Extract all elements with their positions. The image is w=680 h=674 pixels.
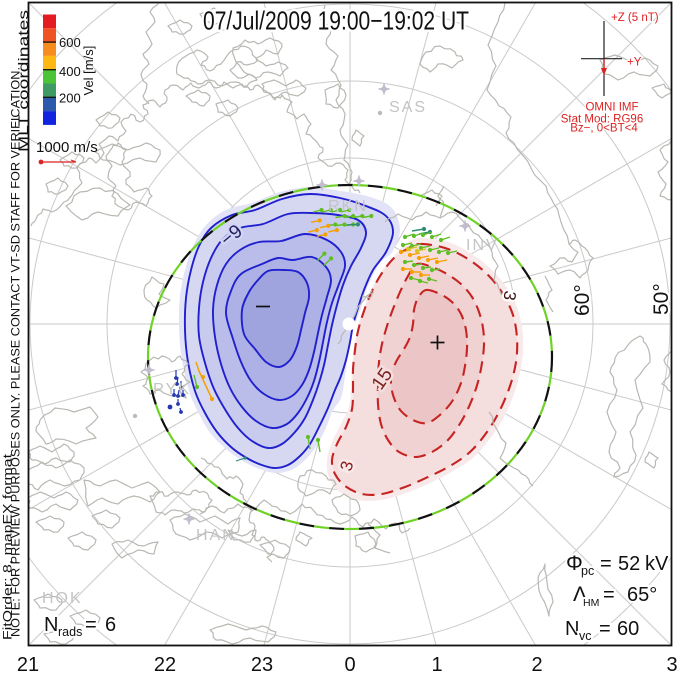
svg-text:=: = — [85, 614, 97, 636]
svg-text:MLT coordinates: MLT coordinates — [15, 10, 31, 152]
svg-text:600: 600 — [59, 35, 81, 50]
svg-text:65°: 65° — [627, 584, 657, 606]
svg-text:21: 21 — [17, 654, 39, 674]
svg-text:0: 0 — [344, 654, 355, 674]
svg-text:Vel [m/s]: Vel [m/s] — [81, 46, 96, 96]
svg-text:=: = — [603, 584, 615, 606]
svg-text:52: 52 — [618, 553, 640, 575]
svg-text:Φ: Φ — [566, 552, 583, 575]
svg-text:3: 3 — [666, 654, 677, 674]
svg-text:N: N — [565, 618, 579, 640]
svg-text:60°: 60° — [571, 284, 594, 316]
svg-text:60: 60 — [617, 618, 639, 640]
svg-text:+Y: +Y — [627, 57, 642, 69]
svg-text:OMNI IMF: OMNI IMF — [585, 102, 638, 114]
svg-text:Stat Mod: RG96: Stat Mod: RG96 — [561, 114, 643, 126]
svg-text:Λ: Λ — [573, 583, 587, 606]
svg-text:HOK: HOK — [42, 590, 83, 607]
svg-text:HM: HM — [583, 597, 599, 609]
svg-text:23: 23 — [251, 654, 273, 674]
svg-text:SAS: SAS — [389, 99, 427, 116]
svg-text:Bz−, 0<BT<4: Bz−, 0<BT<4 — [570, 123, 638, 135]
svg-text:400: 400 — [59, 64, 81, 79]
svg-text:6: 6 — [105, 614, 116, 636]
svg-text:07/Jul/2009 19:00−19:02 UT: 07/Jul/2009 19:00−19:02 UT — [203, 6, 469, 36]
svg-text:rads: rads — [58, 625, 82, 639]
svg-text:50°: 50° — [650, 283, 673, 315]
svg-text:kV: kV — [645, 553, 669, 575]
svg-text:NOTE: FOR PREVIEW PURPOSES ONL: NOTE: FOR PREVIEW PURPOSES ONLY. PLEASE … — [11, 67, 23, 637]
svg-text:INV: INV — [466, 237, 499, 254]
svg-text:PYK: PYK — [153, 381, 191, 398]
svg-text:2: 2 — [531, 654, 542, 674]
svg-text:1000 m/s: 1000 m/s — [36, 139, 98, 156]
svg-text:200: 200 — [59, 91, 81, 106]
svg-text:RKN: RKN — [328, 198, 368, 215]
svg-text:22: 22 — [154, 654, 176, 674]
svg-text:vc: vc — [579, 629, 592, 643]
svg-text:+Z (5 nT): +Z (5 nT) — [611, 12, 659, 24]
svg-text:=: = — [599, 618, 611, 640]
svg-text:N: N — [44, 614, 58, 636]
svg-text:1: 1 — [431, 654, 442, 674]
svg-text:=: = — [600, 553, 612, 575]
svg-text:FitOrder: 8, mapEX format: FitOrder: 8, mapEX format — [3, 453, 15, 640]
svg-text:HAN: HAN — [196, 527, 236, 544]
svg-text:pc: pc — [581, 564, 594, 578]
